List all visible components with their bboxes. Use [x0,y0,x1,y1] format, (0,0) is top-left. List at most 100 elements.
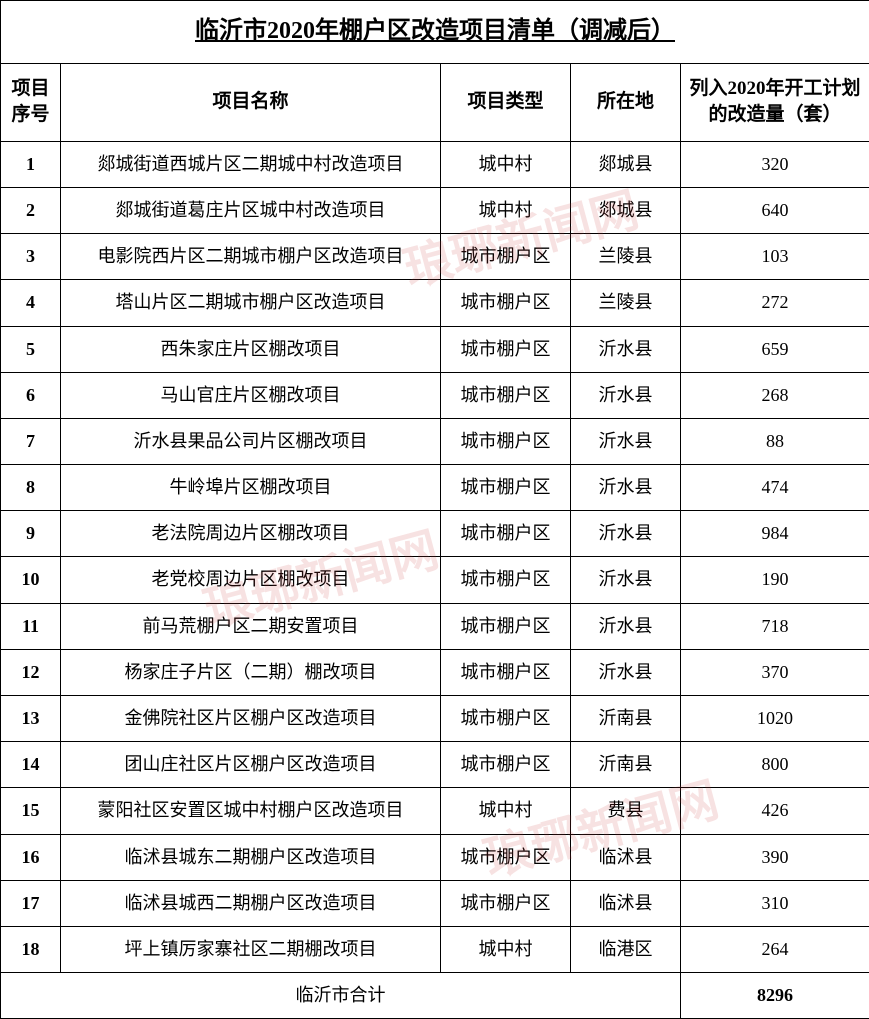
cell-type: 城市棚户区 [441,372,571,418]
cell-location: 郯城县 [571,141,681,187]
table-row: 10老党校周边片区棚改项目城市棚户区沂水县190 [1,557,869,603]
cell-seq: 15 [1,788,61,834]
cell-quantity: 264 [681,926,869,972]
cell-name: 牛岭埠片区棚改项目 [61,465,441,511]
table-title: 临沂市2020年棚户区改造项目清单（调减后） [1,1,869,64]
cell-location: 沂南县 [571,696,681,742]
cell-location: 沂南县 [571,742,681,788]
cell-quantity: 103 [681,234,869,280]
cell-quantity: 659 [681,326,869,372]
cell-seq: 16 [1,834,61,880]
cell-seq: 9 [1,511,61,557]
cell-quantity: 310 [681,880,869,926]
cell-location: 临港区 [571,926,681,972]
cell-location: 沂水县 [571,418,681,464]
col-header-name: 项目名称 [61,63,441,141]
table-row: 5西朱家庄片区棚改项目城市棚户区沂水县659 [1,326,869,372]
cell-seq: 14 [1,742,61,788]
total-value: 8296 [681,973,869,1019]
table-row: 16临沭县城东二期棚户区改造项目城市棚户区临沭县390 [1,834,869,880]
cell-location: 沂水县 [571,465,681,511]
cell-location: 兰陵县 [571,234,681,280]
cell-name: 坪上镇厉家寨社区二期棚改项目 [61,926,441,972]
cell-name: 老党校周边片区棚改项目 [61,557,441,603]
table-row: 4塔山片区二期城市棚户区改造项目城市棚户区兰陵县272 [1,280,869,326]
col-header-quantity: 列入2020年开工计划的改造量（套） [681,63,869,141]
cell-quantity: 640 [681,187,869,233]
table-row: 8牛岭埠片区棚改项目城市棚户区沂水县474 [1,465,869,511]
cell-type: 城市棚户区 [441,696,571,742]
header-row: 项目序号 项目名称 项目类型 所在地 列入2020年开工计划的改造量（套） [1,63,869,141]
table-row: 14团山庄社区片区棚户区改造项目城市棚户区沂南县800 [1,742,869,788]
cell-seq: 8 [1,465,61,511]
cell-name: 郯城街道葛庄片区城中村改造项目 [61,187,441,233]
cell-name: 马山官庄片区棚改项目 [61,372,441,418]
cell-location: 沂水县 [571,603,681,649]
cell-location: 沂水县 [571,649,681,695]
table-row: 1郯城街道西城片区二期城中村改造项目城中村郯城县320 [1,141,869,187]
cell-type: 城市棚户区 [441,511,571,557]
cell-type: 城市棚户区 [441,834,571,880]
cell-name: 杨家庄子片区（二期）棚改项目 [61,649,441,695]
table-row: 11前马荒棚户区二期安置项目城市棚户区沂水县718 [1,603,869,649]
cell-quantity: 370 [681,649,869,695]
cell-quantity: 320 [681,141,869,187]
cell-seq: 2 [1,187,61,233]
cell-name: 老法院周边片区棚改项目 [61,511,441,557]
cell-quantity: 390 [681,834,869,880]
cell-quantity: 190 [681,557,869,603]
cell-name: 塔山片区二期城市棚户区改造项目 [61,280,441,326]
cell-quantity: 984 [681,511,869,557]
cell-location: 郯城县 [571,187,681,233]
table-row: 18坪上镇厉家寨社区二期棚改项目城中村临港区264 [1,926,869,972]
cell-quantity: 800 [681,742,869,788]
table-row: 9老法院周边片区棚改项目城市棚户区沂水县984 [1,511,869,557]
cell-name: 前马荒棚户区二期安置项目 [61,603,441,649]
cell-seq: 7 [1,418,61,464]
cell-type: 城中村 [441,187,571,233]
table-row: 2郯城街道葛庄片区城中村改造项目城中村郯城县640 [1,187,869,233]
col-header-seq: 项目序号 [1,63,61,141]
cell-type: 城市棚户区 [441,326,571,372]
cell-seq: 1 [1,141,61,187]
cell-type: 城中村 [441,926,571,972]
cell-seq: 13 [1,696,61,742]
cell-type: 城中村 [441,141,571,187]
cell-location: 沂水县 [571,372,681,418]
cell-seq: 3 [1,234,61,280]
total-row: 临沂市合计 8296 [1,973,869,1019]
cell-seq: 4 [1,280,61,326]
cell-seq: 5 [1,326,61,372]
cell-type: 城市棚户区 [441,603,571,649]
cell-type: 城市棚户区 [441,418,571,464]
cell-name: 临沭县城东二期棚户区改造项目 [61,834,441,880]
col-header-type: 项目类型 [441,63,571,141]
table-row: 3电影院西片区二期城市棚户区改造项目城市棚户区兰陵县103 [1,234,869,280]
cell-seq: 6 [1,372,61,418]
cell-type: 城市棚户区 [441,649,571,695]
cell-quantity: 88 [681,418,869,464]
cell-type: 城市棚户区 [441,234,571,280]
cell-quantity: 268 [681,372,869,418]
table-row: 12杨家庄子片区（二期）棚改项目城市棚户区沂水县370 [1,649,869,695]
cell-seq: 11 [1,603,61,649]
table-row: 15蒙阳社区安置区城中村棚户区改造项目城中村费县426 [1,788,869,834]
cell-type: 城中村 [441,788,571,834]
cell-seq: 12 [1,649,61,695]
table-row: 17临沭县城西二期棚户区改造项目城市棚户区临沭县310 [1,880,869,926]
cell-name: 金佛院社区片区棚户区改造项目 [61,696,441,742]
cell-type: 城市棚户区 [441,280,571,326]
cell-location: 费县 [571,788,681,834]
cell-name: 蒙阳社区安置区城中村棚户区改造项目 [61,788,441,834]
cell-type: 城市棚户区 [441,880,571,926]
cell-location: 沂水县 [571,326,681,372]
total-label: 临沂市合计 [1,973,681,1019]
cell-quantity: 474 [681,465,869,511]
title-row: 临沂市2020年棚户区改造项目清单（调减后） [1,1,869,64]
document-container: 琅琊新闻网 琅琊新闻网 琅琊新闻网 临沂市2020年棚户区改造项目清单（调减后）… [0,0,869,1019]
cell-quantity: 718 [681,603,869,649]
cell-location: 沂水县 [571,557,681,603]
cell-type: 城市棚户区 [441,742,571,788]
cell-location: 临沭县 [571,834,681,880]
table-row: 13金佛院社区片区棚户区改造项目城市棚户区沂南县1020 [1,696,869,742]
